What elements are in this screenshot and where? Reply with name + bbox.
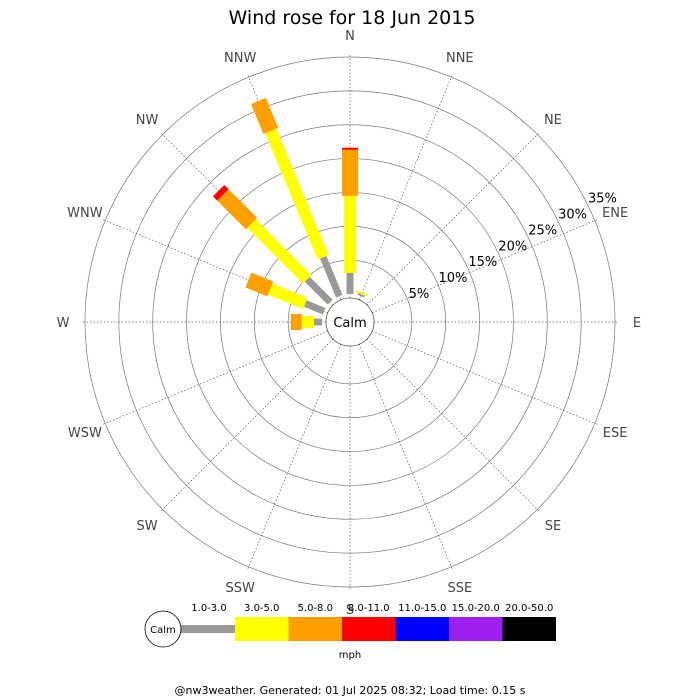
grid-spoke: [101, 330, 328, 426]
wind-bar-segment: [245, 272, 274, 297]
wind-bar-segment: [355, 290, 368, 297]
percent-label: 30%: [558, 207, 587, 222]
grid-spoke: [246, 344, 342, 571]
grid-spoke: [366, 338, 541, 513]
direction-label: E: [633, 316, 641, 331]
legend-swatch: [395, 617, 449, 641]
chart-title: Wind rose for 18 Jun 2015: [229, 7, 476, 29]
direction-label: ESE: [603, 426, 628, 441]
legend-range-label: 11.0-15.0: [398, 603, 446, 614]
legend-swatch: [235, 617, 289, 641]
legend-range-label: 15.0-20.0: [452, 603, 500, 614]
wind-bar-segment: [217, 189, 258, 230]
direction-label: N: [345, 29, 355, 44]
direction-label: WNW: [67, 206, 103, 221]
wind-bar-segment: [247, 219, 312, 284]
direction-label: SW: [137, 519, 158, 534]
legend-range-label: 8.0-11.0: [348, 603, 390, 614]
wind-bar-segment: [268, 283, 308, 310]
direction-label: NW: [136, 113, 159, 128]
legend-swatch: [288, 617, 342, 641]
legend-range-label: 20.0-50.0: [505, 603, 553, 614]
direction-labels: N NNE NE ENE E ESE SE SSE S SSW SW WSW W WNW NW NNW: [57, 29, 642, 618]
polar-grid: [81, 53, 619, 591]
percent-label: 35%: [588, 192, 617, 207]
wind-bar-segment: [304, 300, 326, 315]
grid-ring: [152, 124, 548, 520]
wind-bar-segment: [357, 292, 365, 298]
direction-label: NNE: [446, 51, 474, 66]
legend-range-label: 1.0-3.0: [191, 603, 226, 614]
legend-swatch: [449, 617, 503, 641]
legend-swatch: [342, 617, 396, 641]
legend-calm-label: Calm: [150, 625, 176, 636]
direction-label: NE: [544, 113, 562, 128]
legend-calm-circle: [144, 610, 182, 648]
percent-label: 15%: [468, 255, 497, 270]
direction-label: SE: [545, 519, 561, 534]
grid-spoke: [366, 131, 541, 306]
calm-label: Calm: [333, 316, 366, 331]
direction-label: NNW: [224, 51, 256, 66]
wind-bar-segment: [251, 97, 279, 135]
wind-bar-segment: [265, 128, 329, 260]
direction-label: ENE: [602, 206, 628, 221]
grid-spoke: [358, 344, 454, 571]
grid-spoke: [372, 330, 599, 426]
wind-bar-segment: [212, 184, 229, 201]
wind-bar-segment: [304, 276, 333, 305]
grid-ring: [84, 56, 616, 588]
grid-spoke: [372, 218, 599, 314]
grid-spoke: [358, 73, 454, 300]
wind-bar-segment: [319, 256, 343, 298]
direction-label: SSE: [447, 581, 472, 596]
legend-range-label: 5.0-8.0: [298, 603, 333, 614]
calm-circle-group: Calm: [325, 297, 375, 347]
direction-label: WSW: [68, 426, 102, 441]
wind-bars: [212, 97, 368, 330]
percent-label: 5%: [409, 287, 430, 302]
grid-spoke: [159, 338, 334, 513]
footer-text: @nw3weather. Generated: 01 Jul 2025 08:3…: [175, 684, 526, 697]
grid-spoke: [101, 218, 328, 314]
percent-labels: 5% 10%15%20%25%30%35%: [409, 192, 617, 302]
legend-range-label: 3.0-5.0: [244, 603, 279, 614]
direction-label: S: [346, 603, 354, 618]
direction-label: SSW: [225, 581, 255, 596]
direction-label: W: [57, 316, 70, 331]
percent-label: 25%: [528, 223, 557, 238]
percent-label: 10%: [439, 271, 468, 286]
speed-legend: Calm 1.0-3.0 3.0-5.0 5.0-8.0 8.0-11.0 11.0-1…: [144, 603, 556, 661]
legend-unit: mph: [339, 650, 361, 661]
legend-swatch: [502, 617, 556, 641]
calm-circle: [325, 297, 375, 347]
percent-label: 20%: [498, 239, 527, 254]
